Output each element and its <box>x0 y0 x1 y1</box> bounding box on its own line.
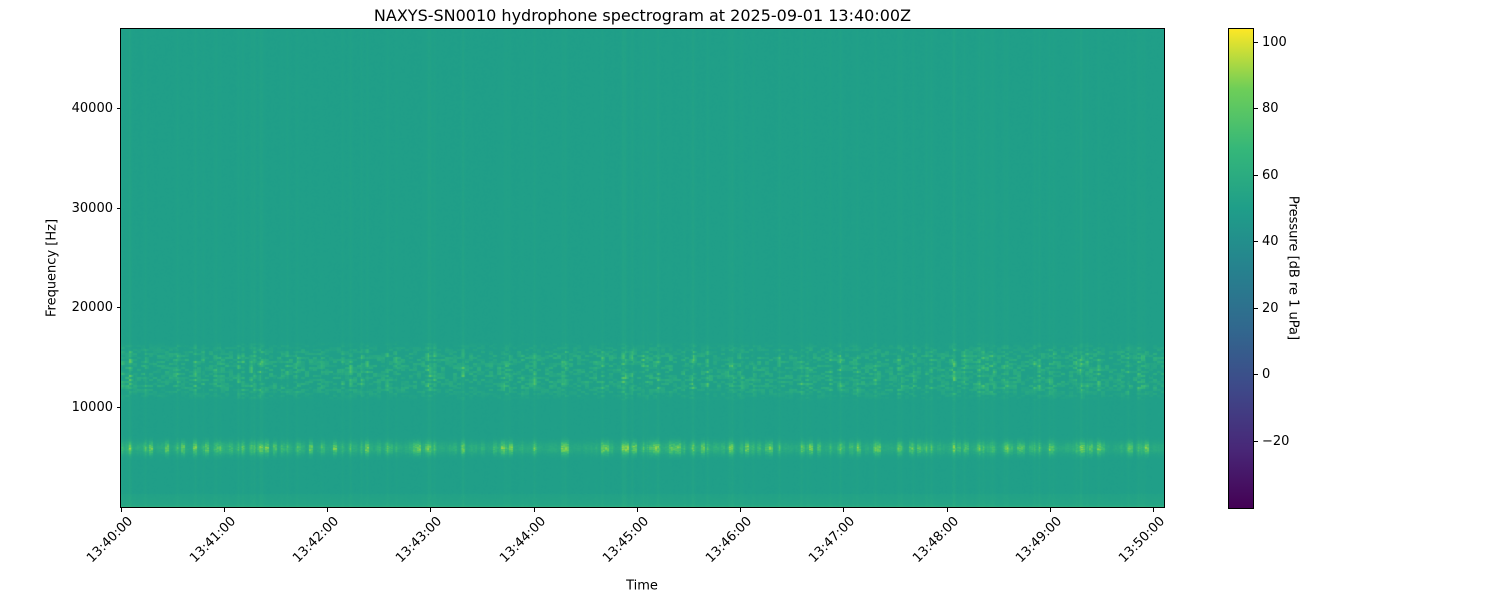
y-tick-label: 10000 <box>71 399 113 415</box>
x-tick-label: 13:44:00 <box>496 514 549 566</box>
colorbar-tick-mark <box>1254 108 1258 110</box>
x-tick-mark <box>327 508 329 512</box>
y-tick-label: 30000 <box>71 200 113 216</box>
x-tick-label: 13:47:00 <box>806 514 859 566</box>
x-tick-mark <box>843 508 845 512</box>
colorbar-tick-mark <box>1254 41 1258 43</box>
y-tick-mark <box>117 307 121 309</box>
colorbar <box>1228 28 1254 509</box>
x-tick-label: 13:43:00 <box>393 514 446 566</box>
colorbar-tick-mark <box>1254 174 1258 176</box>
x-tick-label: 13:48:00 <box>909 514 962 566</box>
colorbar-tick-label: −20 <box>1262 433 1290 449</box>
colorbar-tick-label: 100 <box>1262 34 1287 50</box>
colorbar-tick-label: 40 <box>1262 234 1279 250</box>
y-tick-label: 40000 <box>71 101 113 117</box>
x-tick-label: 13:42:00 <box>290 514 343 566</box>
x-tick-label: 13:49:00 <box>1013 514 1066 566</box>
y-tick-label: 20000 <box>71 300 113 316</box>
x-tick-label: 13:45:00 <box>600 514 652 566</box>
colorbar-tick-label: 20 <box>1262 300 1279 316</box>
x-tick-label: 13:46:00 <box>703 514 756 566</box>
x-tick-label: 13:50:00 <box>1116 514 1169 566</box>
colorbar-tick-label: 0 <box>1262 367 1271 383</box>
colorbar-tick-label: 80 <box>1262 101 1279 117</box>
x-tick-mark <box>636 508 638 512</box>
y-tick-mark <box>117 108 121 110</box>
x-tick-label: 13:40:00 <box>83 514 136 566</box>
y-tick-mark <box>117 406 121 408</box>
x-axis-label: Time <box>626 578 658 594</box>
colorbar-tick-mark <box>1254 440 1258 442</box>
chart-title: NAXYS-SN0010 hydrophone spectrogram at 2… <box>373 6 912 25</box>
colorbar-tick-label: 60 <box>1262 167 1279 183</box>
x-tick-label: 13:41:00 <box>186 514 239 566</box>
x-tick-mark <box>223 508 225 512</box>
spectrogram-heatmap <box>121 29 1164 507</box>
colorbar-tick-mark <box>1254 241 1258 243</box>
y-tick-mark <box>117 207 121 209</box>
x-tick-mark <box>430 508 432 512</box>
x-tick-mark <box>533 508 535 512</box>
plot-area <box>120 28 1165 508</box>
x-tick-mark <box>1049 508 1051 512</box>
colorbar-tick-mark <box>1254 374 1258 376</box>
x-tick-mark <box>740 508 742 512</box>
colorbar-gradient <box>1229 29 1253 508</box>
x-tick-mark <box>1153 508 1155 512</box>
x-tick-mark <box>946 508 948 512</box>
colorbar-tick-mark <box>1254 307 1258 309</box>
x-tick-mark <box>120 508 122 512</box>
colorbar-label: Pressure [dB re 1 uPa] <box>1285 195 1301 341</box>
